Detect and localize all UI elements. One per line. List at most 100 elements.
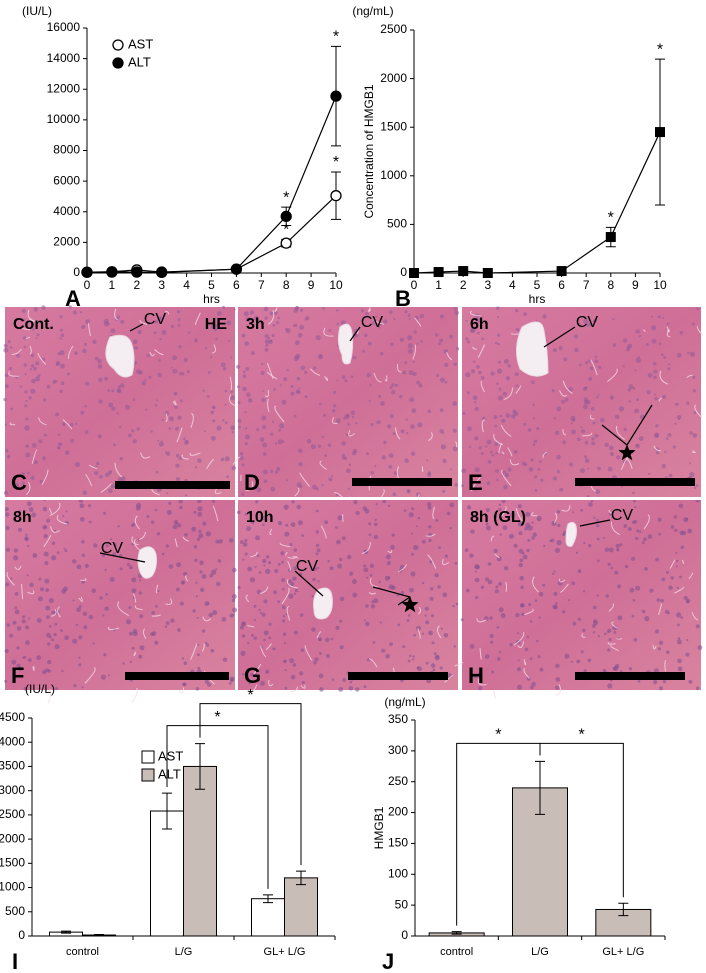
nucleus xyxy=(537,655,541,659)
nucleus xyxy=(554,547,561,553)
sinusoid xyxy=(245,594,250,603)
sinusoid xyxy=(688,572,694,580)
nucleus xyxy=(570,660,573,663)
sinusoid xyxy=(395,427,401,440)
nucleus xyxy=(312,577,316,582)
nucleus xyxy=(151,611,156,615)
nucleus xyxy=(32,328,35,331)
nucleus xyxy=(266,555,270,559)
nucleus xyxy=(3,343,8,348)
nucleus xyxy=(584,386,588,389)
nucleus xyxy=(69,422,74,427)
nucleus xyxy=(14,606,18,610)
nucleus xyxy=(279,423,285,429)
significance-label: * xyxy=(608,210,614,227)
nucleus xyxy=(335,526,338,529)
nucleus xyxy=(292,576,297,581)
nucleus xyxy=(282,440,285,443)
nucleus xyxy=(292,663,297,667)
y-tick-label: 500 xyxy=(387,217,407,231)
nucleus xyxy=(635,536,639,541)
y-tick-label: 1000 xyxy=(380,168,407,182)
nucleus xyxy=(262,442,268,448)
sinusoid xyxy=(532,576,539,593)
nucleus xyxy=(290,582,295,586)
nucleus xyxy=(574,347,579,353)
nucleus xyxy=(237,401,241,405)
nucleus xyxy=(109,577,115,582)
sinusoid xyxy=(492,689,496,699)
nucleus xyxy=(281,399,287,405)
panel-time-label: 10h xyxy=(246,509,274,526)
sinusoid xyxy=(174,538,178,548)
legend-label: ALT xyxy=(158,766,181,781)
nucleus xyxy=(111,389,115,393)
nucleus xyxy=(336,539,341,545)
nucleus xyxy=(629,587,635,593)
nucleus xyxy=(103,653,107,657)
nucleus xyxy=(161,330,167,335)
nucleus xyxy=(88,520,92,524)
nucleus xyxy=(56,362,60,366)
nucleus xyxy=(161,418,164,422)
nucleus xyxy=(461,468,467,474)
nucleus xyxy=(493,514,498,519)
nucleus xyxy=(261,612,266,617)
nucleus xyxy=(223,367,227,371)
nucleus xyxy=(416,492,421,497)
nucleus xyxy=(536,639,539,643)
sinusoid xyxy=(515,508,524,523)
nucleus xyxy=(410,571,416,577)
nucleus xyxy=(280,551,285,556)
nucleus xyxy=(298,448,303,453)
nucleus xyxy=(674,528,678,533)
nucleus xyxy=(676,612,682,618)
nucleus xyxy=(290,385,294,388)
nucleus xyxy=(373,534,379,540)
nucleus xyxy=(519,575,525,581)
nucleus xyxy=(617,584,621,589)
nucleus xyxy=(514,372,519,377)
nucleus xyxy=(26,501,32,507)
y-tick-label: 300 xyxy=(388,743,408,757)
nucleus xyxy=(435,519,439,522)
x-tick-label: 4 xyxy=(183,278,190,292)
nucleus xyxy=(176,562,182,568)
nucleus xyxy=(355,510,360,516)
comparison-bracket xyxy=(539,742,624,898)
nucleus xyxy=(297,520,303,526)
sinusoid xyxy=(185,575,189,582)
y-tick-label: 2500 xyxy=(0,807,25,821)
nucleus xyxy=(472,514,477,519)
nucleus xyxy=(175,477,181,482)
sinusoid xyxy=(172,400,177,406)
nucleus xyxy=(3,397,7,402)
x-tick-label: 7 xyxy=(258,278,265,292)
nucleus xyxy=(24,425,30,431)
sinusoid xyxy=(501,451,505,455)
sinusoid xyxy=(267,398,270,412)
y-tick-label: 500 xyxy=(5,904,25,918)
nucleus xyxy=(475,565,480,570)
nucleus xyxy=(604,547,610,552)
nucleus xyxy=(255,318,261,324)
nucleus xyxy=(203,430,206,433)
sinusoid xyxy=(287,555,297,559)
nucleus xyxy=(427,409,432,414)
nucleus xyxy=(399,337,404,342)
nucleus xyxy=(392,432,396,435)
nucleus xyxy=(531,521,534,524)
sinusoid xyxy=(11,348,22,355)
sinusoid xyxy=(309,368,321,376)
nucleus xyxy=(622,365,625,368)
nucleus xyxy=(341,375,346,380)
nucleus xyxy=(274,442,278,445)
nucleus xyxy=(518,548,524,554)
sinusoid xyxy=(361,541,371,555)
nucleus xyxy=(496,478,499,482)
panel-letter: B xyxy=(395,286,411,311)
nucleus xyxy=(533,417,536,420)
nucleus xyxy=(110,484,116,489)
nucleus xyxy=(318,638,322,642)
